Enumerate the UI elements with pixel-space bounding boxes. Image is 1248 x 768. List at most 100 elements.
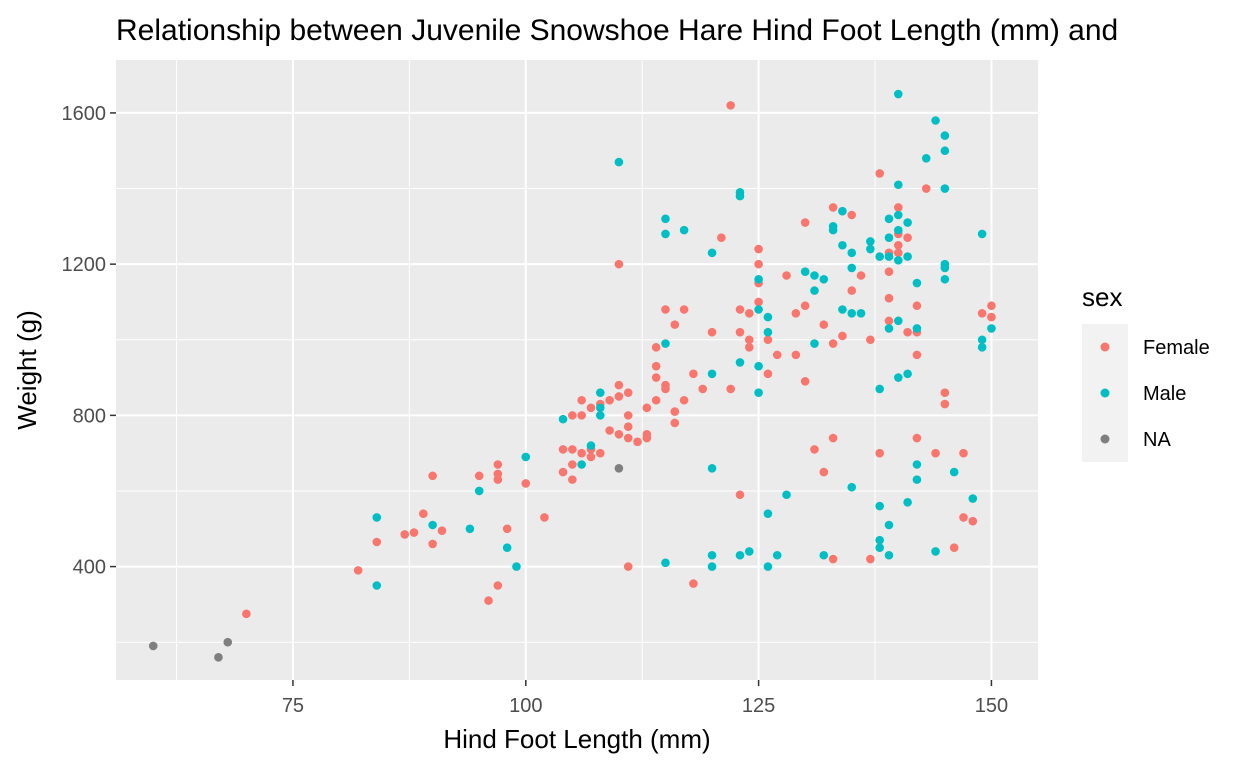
point-male — [735, 191, 745, 201]
point-female — [912, 433, 922, 443]
point-female — [903, 233, 912, 242]
point-male — [763, 509, 773, 518]
point-male — [894, 256, 903, 265]
point-male — [735, 550, 745, 560]
point-male — [838, 206, 847, 216]
point-male — [903, 369, 912, 379]
point-female — [800, 377, 810, 386]
legend-label-na: NA — [1143, 429, 1171, 451]
point-male — [866, 237, 875, 246]
point-female — [744, 308, 754, 318]
point-female — [679, 305, 689, 314]
point-female — [642, 403, 652, 413]
y-tick-label: 800 — [73, 405, 106, 427]
point-female — [614, 429, 624, 439]
point-male — [903, 498, 912, 507]
point-female — [875, 448, 884, 458]
point-female — [586, 403, 596, 413]
point-male — [707, 463, 717, 473]
point-female — [595, 448, 605, 458]
legend-key-male — [1100, 388, 1110, 398]
point-female — [679, 395, 689, 405]
point-male — [810, 286, 819, 295]
point-female — [791, 350, 801, 360]
point-male — [819, 274, 829, 284]
point-female — [623, 562, 633, 571]
point-female — [474, 471, 484, 481]
point-female — [651, 395, 661, 405]
point-male — [903, 218, 912, 227]
point-female — [400, 530, 410, 539]
point-male — [661, 229, 670, 239]
point-male — [558, 414, 568, 424]
point-male — [661, 558, 670, 568]
point-male — [428, 520, 437, 530]
point-male — [940, 263, 950, 273]
point-female — [819, 320, 829, 329]
point-male — [754, 305, 763, 314]
point-female — [353, 566, 363, 575]
point-male — [372, 581, 382, 590]
point-female — [661, 384, 670, 394]
point-female — [959, 448, 968, 458]
point-male — [512, 562, 521, 571]
point-male — [828, 225, 838, 235]
point-male — [707, 248, 717, 258]
y-tick-label: 1200 — [62, 254, 107, 276]
point-male — [595, 411, 605, 420]
point-female — [968, 516, 978, 526]
point-male — [595, 403, 605, 413]
point-female — [558, 445, 568, 454]
point-male — [912, 278, 922, 288]
point-female — [661, 305, 670, 314]
point-female — [428, 539, 437, 549]
point-male — [884, 550, 894, 560]
point-female — [735, 305, 745, 314]
point-female — [623, 433, 633, 443]
point-male — [847, 482, 857, 492]
point-male — [707, 369, 717, 379]
point-male — [968, 494, 978, 503]
point-male — [921, 153, 931, 163]
point-female — [484, 596, 493, 605]
point-male — [661, 339, 670, 348]
point-female — [623, 411, 633, 420]
point-female — [586, 452, 596, 462]
point-female — [884, 293, 894, 303]
point-male — [875, 384, 884, 394]
point-male — [810, 339, 819, 348]
point-female — [521, 479, 531, 488]
point-female — [810, 445, 819, 454]
point-male — [884, 214, 894, 224]
point-female — [763, 369, 773, 379]
point-male — [800, 267, 810, 277]
point-female — [651, 361, 661, 371]
point-male — [894, 373, 903, 382]
point-male — [744, 547, 754, 556]
point-male — [866, 244, 875, 254]
point-male — [474, 486, 484, 496]
point-female — [921, 184, 931, 193]
point-male — [465, 524, 475, 534]
point-female — [242, 609, 251, 619]
x-tick-label: 150 — [975, 695, 1008, 717]
point-female — [828, 433, 838, 443]
point-male — [987, 324, 996, 333]
point-male — [856, 308, 866, 318]
point-female — [819, 467, 829, 477]
point-female — [372, 537, 382, 547]
point-male — [679, 225, 689, 235]
point-female — [791, 308, 801, 318]
x-axis-title: Hind Foot Length (mm) — [443, 724, 710, 754]
point-male — [707, 562, 717, 571]
point-male — [763, 562, 773, 571]
point-male — [940, 131, 950, 140]
point-female — [577, 395, 586, 405]
point-male — [521, 452, 531, 462]
point-female — [828, 203, 838, 212]
point-female — [614, 392, 624, 401]
point-female — [651, 373, 661, 382]
point-female — [782, 271, 791, 280]
x-axis-ticks: 75 100 125 150 — [282, 680, 1008, 717]
point-female — [754, 244, 763, 254]
